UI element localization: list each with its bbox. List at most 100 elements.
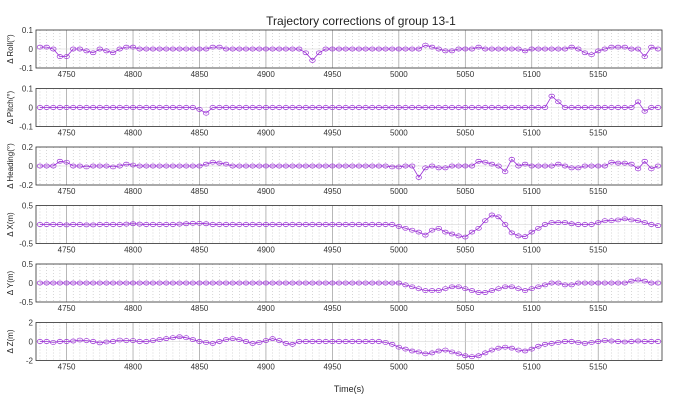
data-point [415,175,422,180]
data-point [63,222,70,228]
data-point [262,280,270,286]
data-point [309,105,316,110]
data-point [614,217,622,223]
data-point [43,44,50,50]
data-point [109,339,117,344]
data-point [588,163,595,169]
data-point [329,222,336,227]
y-tick-label: 0 [29,279,34,288]
data-point [415,105,422,110]
data-point [428,105,436,110]
data-point [575,340,582,345]
data-point [608,159,615,165]
data-point [482,350,489,356]
data-point [189,105,196,110]
data-point [289,222,296,227]
data-point [349,280,356,286]
data-point [229,46,236,52]
data-point [183,335,190,341]
data-point [96,105,103,110]
chart-title: Trajectory corrections of group 13-1 [266,14,456,28]
data-point [222,222,230,227]
data-point [189,280,196,286]
data-point [654,46,662,52]
data-point [143,280,150,286]
data-point [50,222,57,227]
data-point [634,338,642,344]
data-point [581,163,589,169]
axes-box [35,205,663,244]
data-point [408,46,416,52]
data-point [269,336,276,341]
data-point [375,222,383,227]
data-point [408,227,416,233]
y-tick-label: -0.2 [19,181,33,190]
data-point [349,163,356,169]
data-point [229,105,236,110]
axes-box [35,88,663,127]
data-point [56,158,64,164]
data-point [395,280,402,286]
data-point [402,163,409,169]
subplot-4: 4750 4800 4850 4900 4950 5000 5050 5100 5150 -0.5… [6,202,663,255]
data-point [216,222,223,227]
data-point [654,339,662,344]
data-point [502,105,509,110]
data-point [289,46,296,52]
data-point [581,222,589,227]
data-point [648,222,655,227]
data-point [256,280,263,286]
data-point [648,166,655,172]
data-point [541,163,549,169]
data-point [209,341,216,346]
data-point [349,46,356,52]
data-point [249,341,256,346]
data-point [382,340,389,345]
data-point [56,280,64,286]
data-point [608,105,615,110]
data-point [216,339,223,344]
data-point [395,224,402,229]
x-tick-label: 4800 [124,187,142,196]
data-point [216,280,223,286]
data-point [36,44,44,50]
data-point [249,105,256,110]
data-point [428,44,436,50]
data-point [614,280,622,286]
data-point [608,44,615,50]
data-point [262,163,270,169]
data-point [415,286,422,292]
data-point [422,288,429,293]
data-point [375,280,383,286]
data-point [608,280,615,286]
data-point [389,46,396,52]
data-point [43,105,50,110]
data-point [641,158,648,164]
data-point [296,339,303,344]
data-point [588,340,595,345]
data-point [535,163,542,169]
data-point [548,220,555,225]
data-point [548,341,555,346]
data-point [315,50,323,56]
data-point [129,221,137,227]
data-point [90,50,97,56]
x-tick-label: 5100 [523,187,541,196]
data-point [236,105,243,110]
data-point [634,99,642,105]
data-point [116,46,123,52]
data-point [63,159,70,165]
data-point [442,165,449,171]
data-point [335,222,343,227]
data-point [242,222,250,227]
data-point [176,105,183,110]
data-point [608,218,615,224]
data-point [36,105,44,110]
data-point [369,163,376,169]
data-point [109,280,117,286]
data-point [415,229,422,235]
y-tick-label: 0.2 [22,143,34,152]
data-point [276,163,283,169]
data-point [561,46,569,52]
